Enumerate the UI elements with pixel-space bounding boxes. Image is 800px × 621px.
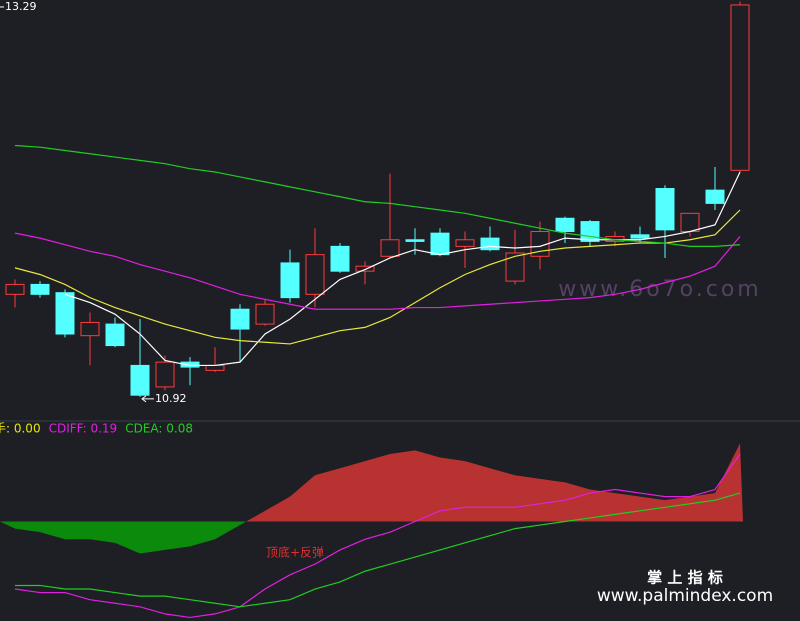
indicator-note: 顶底+反弹 bbox=[266, 545, 324, 560]
moving-average bbox=[14, 144, 741, 247]
indicator-line bbox=[14, 453, 741, 619]
candle-body bbox=[280, 262, 300, 299]
price-annotation: 10.92 bbox=[155, 392, 187, 405]
candle-body bbox=[330, 245, 350, 272]
candle-body bbox=[630, 234, 650, 239]
moving-average bbox=[14, 232, 741, 310]
annotation-arrow-head bbox=[141, 395, 147, 403]
candle-body bbox=[430, 232, 450, 256]
candle-body bbox=[480, 237, 500, 251]
candle-body bbox=[80, 321, 100, 337]
candle-body bbox=[30, 283, 50, 295]
legend-entry: 手: 0.00 bbox=[0, 422, 41, 436]
indicator-line bbox=[15, 492, 741, 608]
candle-body bbox=[705, 189, 725, 204]
candle-body bbox=[105, 323, 125, 347]
moving-average bbox=[64, 171, 741, 367]
price-annotation: 13.29 bbox=[5, 0, 37, 13]
candle-body bbox=[555, 217, 575, 232]
legend-entry: CDIFF: 0.19 bbox=[49, 422, 118, 436]
candle-body bbox=[505, 252, 525, 282]
candle-body bbox=[5, 283, 25, 295]
watermark: www.palmindex.com bbox=[597, 586, 773, 606]
candle-body bbox=[730, 4, 750, 171]
candle-body bbox=[455, 239, 475, 247]
candle-body bbox=[155, 361, 175, 388]
candle-body bbox=[680, 212, 700, 232]
candle-body bbox=[130, 364, 150, 396]
candle-body bbox=[405, 239, 425, 242]
candle-body bbox=[580, 221, 600, 242]
candle-body bbox=[655, 188, 675, 231]
candle-body bbox=[55, 292, 75, 335]
candle-body bbox=[230, 308, 250, 330]
watermark: 掌 上 指 标 bbox=[647, 569, 723, 587]
histogram-area bbox=[0, 443, 743, 554]
candle-body bbox=[355, 265, 375, 272]
candle-body bbox=[255, 303, 275, 325]
candle-body bbox=[180, 361, 200, 368]
candle-body bbox=[305, 254, 325, 295]
candle-body bbox=[380, 239, 400, 257]
candle-body bbox=[205, 364, 225, 371]
moving-average bbox=[14, 209, 741, 345]
legend-entry: CDEA: 0.08 bbox=[125, 422, 193, 436]
